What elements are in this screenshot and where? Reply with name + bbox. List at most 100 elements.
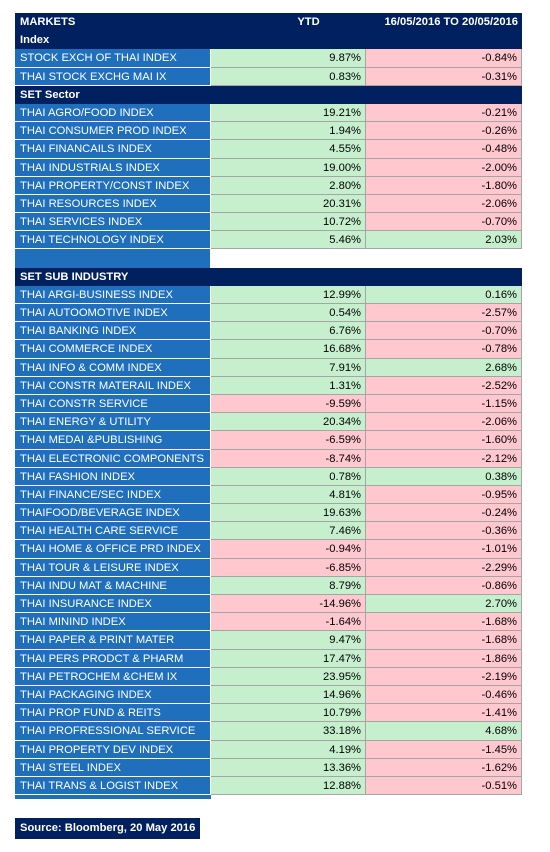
week-change-value: -2.06% <box>366 194 522 214</box>
ytd-value: -9.59% <box>211 394 366 414</box>
week-change-value: -1.01% <box>366 540 522 559</box>
week-change-value: 2.70% <box>366 595 522 614</box>
index-name: THAI ELECTRONIC COMPONENTS <box>15 449 211 468</box>
table-row: THAI FASHION INDEX 0.78% 0.38% <box>15 467 522 486</box>
ytd-value: -1.64% <box>211 613 366 632</box>
set-sector-rows: THAI AGRO/FOOD INDEX 19.21% -0.21% THAI CON… <box>15 103 522 250</box>
index-name: THAI STEEL INDEX <box>15 758 211 777</box>
week-change-value: -0.95% <box>366 485 522 505</box>
ytd-value: 1.31% <box>211 376 366 395</box>
index-name: THAI RESOURCES INDEX <box>15 194 211 214</box>
index-name: THAI ENERGY & UTILITY <box>15 413 211 432</box>
ytd-value: 5.46% <box>211 231 366 250</box>
week-change-value: -1.62% <box>366 758 522 777</box>
index-name: THAI PACKAGING INDEX <box>15 685 211 705</box>
section-title-index: Index <box>15 31 522 50</box>
source-note: Source: Bloomberg, 20 May 2016 <box>15 818 201 839</box>
index-name: THAI FINANCAILS INDEX <box>15 140 211 159</box>
ytd-value: -6.59% <box>211 431 366 450</box>
table-row: THAI MEDAI &PUBLISHING -6.59% -1.60% <box>15 431 522 450</box>
week-change-value: 2.68% <box>366 358 522 377</box>
week-change-value: -0.21% <box>366 103 522 123</box>
set-sub-industry-rows: THAI ARGI-BUSINESS INDEX 12.99% 0.16% THAI … <box>15 285 522 796</box>
ytd-value: 0.78% <box>211 467 366 486</box>
ytd-value: 33.18% <box>211 722 366 741</box>
table-row: STOCK EXCH OF THAI INDEX 9.87% -0.84% <box>15 49 522 68</box>
ytd-value: 23.95% <box>211 667 366 686</box>
table-row: THAI COMMERCE INDEX 16.68% -0.78% <box>15 340 522 359</box>
week-change-value: -2.00% <box>366 158 522 177</box>
ytd-value: 9.87% <box>211 49 366 68</box>
ytd-value: 8.79% <box>211 576 366 595</box>
week-change-value: -1.45% <box>366 740 522 759</box>
table-row: THAI PAPER & PRINT MATER 9.47% -1.68% <box>15 631 522 650</box>
table-row: THAI PERS PRODCT & PHARM 17.47% -1.86% <box>15 649 522 668</box>
ytd-value: 20.34% <box>211 413 366 432</box>
table-row: THAI INFO & COMM INDEX 7.91% 2.68% <box>15 358 522 377</box>
week-change-value: -0.36% <box>366 522 522 541</box>
week-change-value: -2.52% <box>366 376 522 395</box>
index-name: THAI PROFRESSIONAL SERVICE <box>15 722 211 741</box>
table-row: THAI CONSUMER PROD INDEX 1.94% -0.26% <box>15 122 522 141</box>
week-change-value: -0.24% <box>366 504 522 523</box>
index-name: THAI BANKING INDEX <box>15 322 211 341</box>
table-row: THAI BANKING INDEX 6.76% -0.70% <box>15 322 522 341</box>
ytd-value: 2.80% <box>211 176 366 195</box>
table-row: THAI INDU MAT & MACHINE 8.79% -0.86% <box>15 576 522 595</box>
week-change-value: 2.03% <box>366 231 522 250</box>
index-rows: STOCK EXCH OF THAI INDEX 9.87% -0.84% THAI … <box>15 49 522 86</box>
index-name: THAI PERS PRODCT & PHARM <box>15 649 211 668</box>
section-title-set-sector: SET Sector <box>15 85 522 104</box>
index-name: THAI CONSUMER PROD INDEX <box>15 122 211 141</box>
ytd-value: 10.79% <box>211 704 366 723</box>
table-row: THAI TOUR & LEISURE INDEX -6.85% -2.29% <box>15 558 522 577</box>
ytd-value: 6.76% <box>211 322 366 341</box>
spacer-row <box>15 249 522 268</box>
index-name: THAI INFO & COMM INDEX <box>15 358 211 377</box>
table-row: THAI STEEL INDEX 13.36% -1.62% <box>15 758 522 777</box>
table-row: THAI FINANCAILS INDEX 4.55% -0.48% <box>15 140 522 159</box>
index-name: THAI FINANCE/SEC INDEX <box>15 485 211 505</box>
week-change-value: -0.51% <box>366 776 522 796</box>
index-name: STOCK EXCH OF THAI INDEX <box>15 49 211 68</box>
index-name: THAI TOUR & LEISURE INDEX <box>15 558 211 577</box>
week-change-value: -2.06% <box>366 413 522 432</box>
ytd-value: 4.55% <box>211 140 366 159</box>
table-row: THAI ARGI-BUSINESS INDEX 12.99% 0.16% <box>15 285 522 304</box>
table-row: THAI AGRO/FOOD INDEX 19.21% -0.21% <box>15 103 522 123</box>
index-name: THAI FASHION INDEX <box>15 467 211 486</box>
week-change-value: -1.60% <box>366 431 522 450</box>
index-name: THAI HEALTH CARE SERVICE <box>15 522 211 541</box>
section-title-set-sub-industry: SET SUB INDUSTRY <box>15 267 522 286</box>
week-change-value: -0.46% <box>366 685 522 705</box>
week-change-value: -0.84% <box>366 49 522 68</box>
ytd-value: -8.74% <box>211 449 366 468</box>
week-change-value: 0.38% <box>366 467 522 486</box>
ytd-value: 14.96% <box>211 685 366 705</box>
week-change-value: -0.70% <box>366 213 522 232</box>
index-name: THAI MEDAI &PUBLISHING <box>15 431 211 450</box>
week-change-value: 4.68% <box>366 722 522 741</box>
index-name: THAI AGRO/FOOD INDEX <box>15 103 211 123</box>
week-change-value: -1.68% <box>366 631 522 650</box>
ytd-value: 4.19% <box>211 740 366 759</box>
table-row: THAI INSURANCE INDEX -14.96% 2.70% <box>15 595 522 614</box>
ytd-value: -6.85% <box>211 558 366 577</box>
index-name: THAI CONSTR SERVICE <box>15 394 211 414</box>
week-change-value: 0.16% <box>366 285 522 304</box>
index-name: THAI CONSTR MATERAIL INDEX <box>15 376 211 395</box>
week-change-value: -0.86% <box>366 576 522 595</box>
table-row: THAI ELECTRONIC COMPONENTS -8.74% -2.12% <box>15 449 522 468</box>
ytd-value: 19.00% <box>211 158 366 177</box>
ytd-header: YTD <box>297 16 320 28</box>
index-name: THAI ARGI-BUSINESS INDEX <box>15 285 211 304</box>
ytd-value: -0.94% <box>211 540 366 559</box>
index-name: THAI STOCK EXCHG MAI IX <box>15 67 211 86</box>
index-name: THAI SERVICES INDEX <box>15 213 211 232</box>
week-change-value: -1.68% <box>366 613 522 632</box>
index-name: THAI INDU MAT & MACHINE <box>15 576 211 595</box>
index-name: THAI TRANS & LOGIST INDEX <box>15 776 211 796</box>
markets-table: MARKETS YTD 16/05/2016 TO 20/05/2016 Ind… <box>15 13 522 800</box>
index-name: THAI PROP FUND & REITS <box>15 704 211 723</box>
ytd-value: 12.99% <box>211 285 366 304</box>
